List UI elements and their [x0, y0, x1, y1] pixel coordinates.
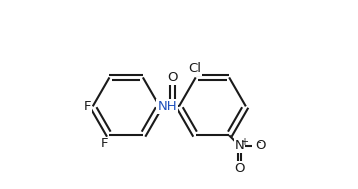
- Text: N: N: [234, 139, 245, 152]
- Text: F: F: [83, 100, 91, 113]
- Text: -: -: [258, 137, 261, 147]
- Text: O: O: [167, 70, 178, 84]
- Text: NH: NH: [158, 100, 177, 113]
- Text: F: F: [101, 137, 108, 150]
- Text: +: +: [240, 137, 248, 147]
- Text: Cl: Cl: [188, 62, 201, 75]
- Text: O: O: [234, 163, 245, 175]
- Text: O: O: [255, 139, 266, 152]
